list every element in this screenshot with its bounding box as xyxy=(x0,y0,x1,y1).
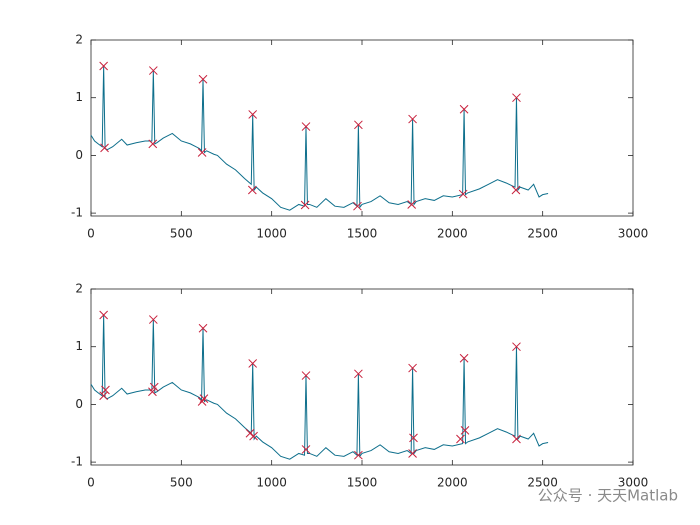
x-tick-label: 2000 xyxy=(437,227,468,241)
peak-marker xyxy=(101,385,110,395)
x-tick-label: 1500 xyxy=(347,476,378,490)
signal-line xyxy=(90,65,549,211)
x-tick-label: 3000 xyxy=(618,476,649,490)
peak-marker xyxy=(198,323,208,333)
peak-marker xyxy=(148,139,158,149)
peak-marker xyxy=(149,382,159,392)
peak-marker xyxy=(148,315,158,324)
x-tick-label: 500 xyxy=(170,476,193,490)
peak-marker xyxy=(301,122,311,131)
peak-marker xyxy=(407,200,417,209)
x-tick-label: 1000 xyxy=(256,227,287,241)
peak-marker xyxy=(354,450,363,460)
x-tick-label: 0 xyxy=(87,476,95,490)
peak-marker xyxy=(199,394,209,403)
peak-marker xyxy=(512,434,521,444)
peak-marker xyxy=(456,434,465,444)
peak-marker xyxy=(408,114,417,124)
x-tick-label: 2000 xyxy=(437,476,468,490)
peak-marker xyxy=(408,363,417,373)
peak-marker xyxy=(248,359,258,368)
peak-marker xyxy=(148,66,158,75)
peak-marker xyxy=(458,189,468,199)
peak-marker xyxy=(99,61,109,71)
peak-marker xyxy=(301,445,311,454)
peak-marker xyxy=(247,185,257,195)
y-tick-label: 2 xyxy=(75,282,83,296)
peak-marker xyxy=(198,74,208,84)
peak-marker xyxy=(353,201,362,211)
peak-marker xyxy=(99,391,109,401)
peak-marker xyxy=(512,342,521,352)
y-tick-label: -1 xyxy=(71,206,83,220)
peak-marker xyxy=(99,310,109,320)
x-tick-label: 3000 xyxy=(618,227,649,241)
peak-marker xyxy=(249,431,258,441)
peak-marker xyxy=(408,449,417,458)
watermark: 公众号 · 天天Matlab xyxy=(538,487,678,505)
x-tick-label: 1500 xyxy=(347,227,378,241)
peak-marker xyxy=(354,120,363,130)
peak-marker xyxy=(459,104,469,114)
x-tick-label: 2500 xyxy=(527,476,558,490)
y-tick-label: 1 xyxy=(75,339,83,353)
x-tick-label: 2500 xyxy=(527,227,558,241)
x-tick-label: 0 xyxy=(87,227,95,241)
peak-marker xyxy=(248,110,258,119)
peak-marker xyxy=(100,143,109,153)
peak-marker xyxy=(197,148,207,157)
peak-marker xyxy=(354,369,363,379)
peak-marker xyxy=(512,93,521,103)
peak-marker xyxy=(409,433,418,443)
x-tick-label: 500 xyxy=(170,227,193,241)
peak-marker xyxy=(301,371,311,380)
y-tick-label: 0 xyxy=(75,397,83,411)
y-tick-label: 0 xyxy=(75,148,83,162)
signal-line xyxy=(90,314,549,460)
peak-marker xyxy=(300,200,310,210)
y-tick-label: 1 xyxy=(75,90,83,104)
peak-marker xyxy=(148,387,157,397)
y-tick-label: -1 xyxy=(71,455,83,469)
peak-marker xyxy=(459,353,469,363)
x-tick-label: 1000 xyxy=(256,476,287,490)
peak-marker xyxy=(460,426,470,435)
peak-marker xyxy=(511,185,521,195)
peak-marker xyxy=(245,428,255,438)
y-tick-label: 2 xyxy=(75,33,83,47)
